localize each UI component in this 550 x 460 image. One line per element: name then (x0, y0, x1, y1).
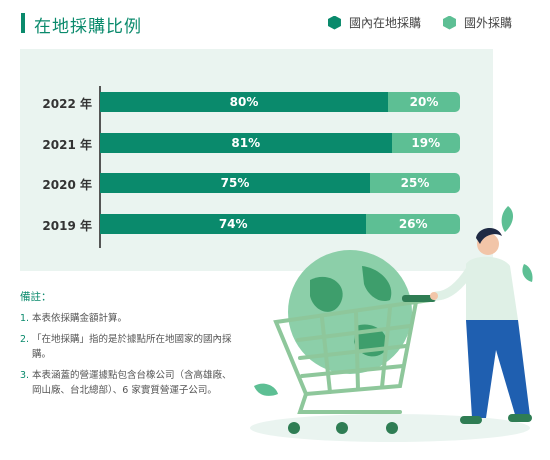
data-label: 75% (220, 176, 250, 190)
data-label: 81% (231, 135, 261, 150)
bar-segment-domestic: 81% (100, 132, 392, 153)
notes-heading: 備註： (20, 291, 52, 303)
note-text: 本表涵蓋的營運據點包含台橡公司（含高雄廠、岡山廠、台北總部）、6 家實質營運子公… (32, 370, 232, 396)
stacked-bar: 74% 26% (100, 213, 460, 234)
bar-segment-domestic: 75% (100, 173, 370, 193)
year-label: 2020 年 (42, 178, 92, 192)
data-label: 80% (229, 95, 259, 109)
note-item: 1. 本表依採購金額計算。 (20, 311, 235, 326)
title-accent-bar (21, 13, 25, 33)
cart-handle (402, 295, 436, 302)
globe-continent (362, 266, 392, 302)
legend-hexagon-icon (442, 15, 456, 30)
person-arm (431, 265, 475, 301)
data-label: 74% (218, 216, 248, 231)
person-shoe (508, 414, 532, 422)
year-label: 2019 年 (42, 218, 92, 233)
stacked-bar: 81% 19% (100, 132, 460, 153)
notes-section: 備註： 1. 本表依採購金額計算。 2. 「在地採購」指的是於據點所在地國家的國… (20, 290, 235, 404)
person-shirt (466, 256, 518, 326)
data-label: 20% (409, 95, 439, 109)
shopping-cart-icon (273, 298, 432, 414)
stacked-bar: 80% 20% (100, 92, 460, 112)
leaf-icon (501, 206, 514, 232)
note-text: 「在地採購」指的是於據點所在地國家的國內採購。 (32, 334, 232, 360)
legend-hexagon-icon (327, 15, 341, 30)
y-axis-line (99, 86, 101, 248)
bar-segment-foreign: 25% (370, 173, 460, 193)
person-hand (430, 292, 438, 300)
note-number: 1. (20, 313, 30, 324)
person-shoe (460, 416, 482, 424)
note-item: 3. 本表涵蓋的營運據點包含台橡公司（含高雄廠、岡山廠、台北總部）、6 家實質營… (20, 368, 235, 398)
year-label: 2021 年 (42, 137, 92, 152)
bar-segment-foreign: 19% (391, 132, 460, 153)
chart-panel (20, 49, 493, 271)
cart-wheels (288, 422, 398, 434)
globe-continent (310, 276, 343, 312)
note-number: 2. (20, 334, 30, 345)
data-label: 26% (398, 216, 428, 231)
legend-label: 國外採購 (463, 16, 512, 30)
legend-item-domestic: 國內在地採購 (327, 14, 421, 31)
stacked-bar: 75% 25% (100, 173, 460, 193)
data-label: 25% (400, 176, 430, 190)
page-title: 在地採購比例 (34, 17, 142, 37)
chart-legend: 國內在地採購 國外採購 (327, 14, 512, 31)
note-item: 2. 「在地採購」指的是於據點所在地國家的國內採購。 (20, 332, 235, 362)
shopping-cart-globe-illustration (250, 206, 533, 442)
legend-label: 國內在地採購 (348, 16, 421, 30)
bar-segment-domestic: 80% (100, 92, 388, 112)
leaf-icon (522, 264, 533, 282)
year-label: 2022 年 (42, 97, 92, 111)
note-number: 3. (20, 370, 30, 381)
bar-segment-domestic: 74% (100, 213, 367, 234)
person-hair (476, 227, 502, 244)
note-text: 本表依採購金額計算。 (32, 313, 128, 324)
data-label: 19% (411, 135, 441, 150)
leaf-icon (254, 383, 278, 396)
bar-segment-foreign: 20% (388, 92, 460, 112)
bar-segment-foreign: 26% (366, 213, 460, 234)
legend-item-foreign: 國外採購 (442, 14, 512, 31)
person-jeans (466, 320, 530, 418)
